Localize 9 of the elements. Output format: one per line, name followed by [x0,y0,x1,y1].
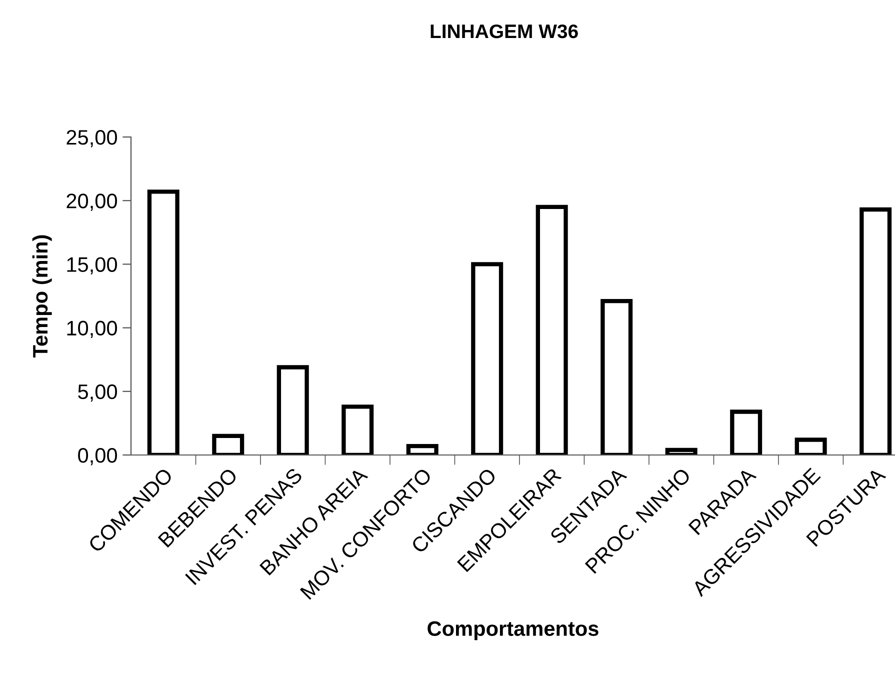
chart-title: LINHAGEM W36 [430,24,578,38]
y-tick-label: 15,00 [67,257,117,274]
y-tick-label: 0,00 [78,448,117,466]
x-axis-title: Comportamentos [428,621,598,640]
y-tick-label: 20,00 [66,194,117,211]
y-axis-title: Tempo (min) [32,235,52,358]
y-tick-label: 5,00 [78,384,117,402]
y-tick-label: 25,00 [66,130,117,148]
y-tick-label: 10,00 [67,320,117,338]
